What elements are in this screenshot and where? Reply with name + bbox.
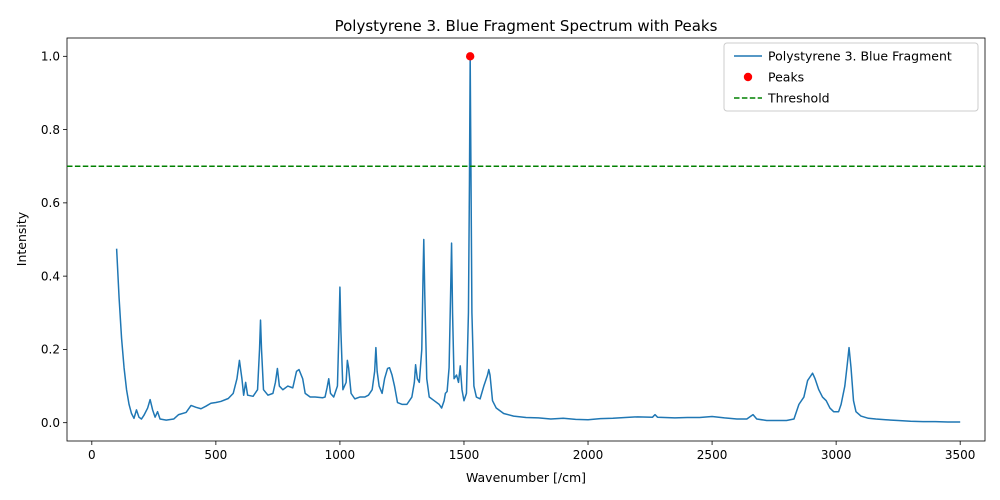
legend-label-peaks: Peaks xyxy=(768,70,804,85)
y-tick-label: 0.6 xyxy=(41,196,60,210)
x-tick-label: 500 xyxy=(204,448,227,462)
spectrum-line xyxy=(115,55,961,423)
peak-marker xyxy=(465,52,475,61)
legend: Polystyrene 3. Blue Fragment Peaks Thres… xyxy=(723,42,979,112)
legend-label-threshold: Threshold xyxy=(767,91,830,106)
x-axis-label: Wavenumber [/cm] xyxy=(466,470,586,485)
x-tick-label: 3000 xyxy=(821,448,852,462)
y-tick-label: 0.4 xyxy=(41,269,60,283)
x-tick-label: 1000 xyxy=(325,448,356,462)
chart-title: Polystyrene 3. Blue Fragment Spectrum wi… xyxy=(335,17,718,35)
legend-swatch-peaks xyxy=(743,72,753,82)
x-axis-ticks: 0 500 1000 1500 2000 2500 3000 3500 xyxy=(88,441,975,462)
series-layer xyxy=(67,52,985,423)
legend-box xyxy=(723,42,979,112)
plot-frame xyxy=(66,37,986,442)
y-tick-label: 0.8 xyxy=(41,123,60,137)
x-tick-label: 0 xyxy=(88,448,96,462)
x-tick-label: 3500 xyxy=(945,448,976,462)
y-axis-label: Intensity xyxy=(14,211,29,266)
y-axis-ticks: 0.0 0.2 0.4 0.6 0.8 1.0 xyxy=(41,50,67,430)
x-tick-label: 1500 xyxy=(449,448,480,462)
legend-label-spectrum: Polystyrene 3. Blue Fragment xyxy=(768,49,952,64)
y-tick-label: 1.0 xyxy=(41,50,60,64)
y-tick-label: 0.2 xyxy=(41,343,60,357)
x-tick-label: 2500 xyxy=(697,448,728,462)
y-tick-label: 0.0 xyxy=(41,416,60,430)
x-tick-label: 2000 xyxy=(573,448,604,462)
plot-area: 0 500 1000 1500 2000 2500 3000 3500 0.00.20.40.… xyxy=(41,37,986,462)
